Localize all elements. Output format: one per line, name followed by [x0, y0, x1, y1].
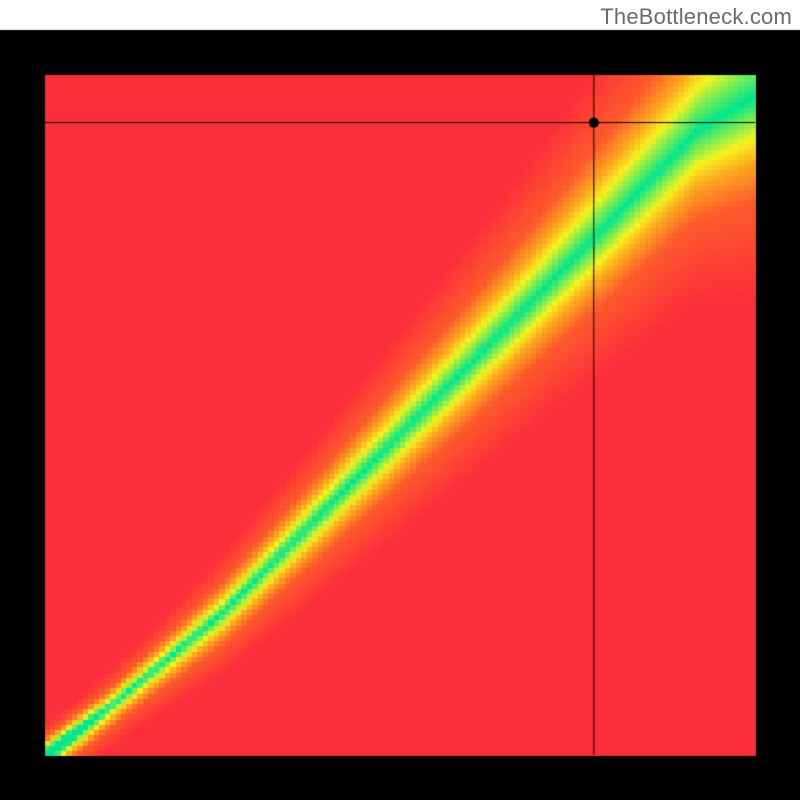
plot-area: [0, 0, 800, 800]
watermark-text: TheBottleneck.com: [600, 4, 792, 30]
chart-container: TheBottleneck.com: [0, 0, 800, 800]
heatmap-canvas: [0, 0, 800, 800]
